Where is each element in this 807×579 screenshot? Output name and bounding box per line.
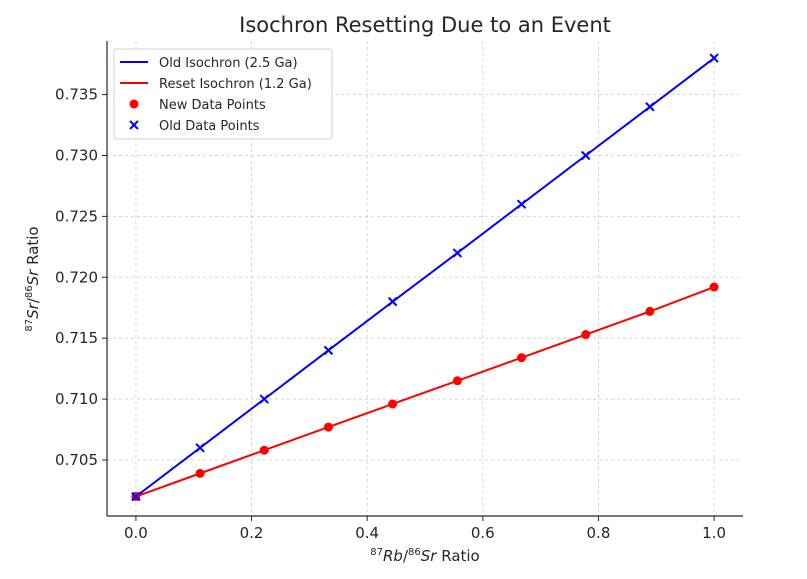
old-data-point-stroke	[195, 443, 205, 453]
chart-title: Isochron Resetting Due to an Event	[239, 13, 611, 37]
legend-x-swatch	[129, 120, 139, 130]
new-data-point	[709, 282, 719, 292]
old-data-point-stroke	[323, 345, 334, 356]
y-tick-label: 0.705	[55, 451, 98, 469]
legend-entry: Old Isochron (2.5 Ga)	[120, 56, 298, 71]
legend-entry: Old Data Points	[129, 119, 260, 134]
new-data-point	[581, 330, 591, 340]
new-data-point	[195, 468, 205, 478]
old-data-point	[195, 443, 205, 453]
legend-circle-swatch	[129, 99, 139, 109]
old-data-point	[709, 53, 719, 63]
y-tick-label: 0.735	[55, 86, 98, 104]
new-data-point	[323, 422, 333, 432]
y-tick-label: 0.715	[55, 329, 98, 347]
x-axis-label: 87Rb/86Sr Ratio	[370, 547, 479, 565]
legend-label: Reset Isochron (1.2 Ga)	[159, 77, 312, 92]
series-layer	[131, 53, 719, 502]
y-tick-label: 0.720	[55, 268, 98, 286]
old-data-point	[259, 394, 269, 404]
old-data-point	[645, 102, 655, 112]
x-tick-label: 0.0	[124, 524, 148, 542]
old-data-point-stroke	[516, 199, 527, 209]
old-data-point-stroke	[259, 394, 269, 404]
series-line-0	[135, 57, 715, 498]
old-data-point	[581, 150, 591, 161]
legend: Old Isochron (2.5 Ga) Reset Isochron (1.2…	[113, 48, 333, 140]
old-data-point	[131, 491, 141, 502]
y-tick-label: 0.725	[55, 207, 98, 225]
old-data-point	[323, 345, 334, 356]
old-data-point	[387, 296, 398, 307]
x-tick-label: 0.6	[471, 524, 495, 542]
y-axis-label: 87Sr/86Sr Ratio	[24, 226, 42, 331]
y-tick-label: 0.710	[55, 390, 98, 408]
old-data-point-stroke	[452, 248, 463, 258]
legend-entry: Reset Isochron (1.2 Ga)	[120, 77, 312, 92]
axes	[106, 41, 743, 517]
old-data-point	[452, 248, 463, 258]
old-data-point-stroke	[131, 491, 141, 502]
new-data-point	[452, 376, 462, 386]
legend-label: New Data Points	[159, 98, 266, 113]
series-line-1	[135, 286, 715, 498]
y-tick-label: 0.730	[55, 146, 98, 164]
old-data-point-stroke	[645, 102, 655, 112]
old-data-point-stroke	[709, 53, 719, 63]
new-data-point	[645, 306, 655, 316]
old-data-point	[516, 199, 527, 209]
old-data-point-stroke	[581, 150, 591, 161]
new-data-point	[388, 399, 398, 409]
x-tick-label: 0.4	[355, 524, 379, 542]
old-data-point-stroke	[387, 296, 398, 307]
legend-label: Old Data Points	[159, 119, 260, 134]
x-tick-label: 0.2	[240, 524, 264, 542]
new-data-point	[517, 353, 527, 363]
legend-label: Old Isochron (2.5 Ga)	[159, 56, 298, 71]
ticks: 0.0 0.2 0.4 0.6 0.8 1.0 0.705 0.710 0.715 0.720 0.…	[55, 86, 726, 542]
x-tick-label: 1.0	[702, 524, 726, 542]
x-tick-label: 0.8	[587, 524, 611, 542]
legend-entry: New Data Points	[129, 98, 266, 113]
legend-box	[113, 48, 333, 140]
new-data-point	[259, 445, 269, 455]
